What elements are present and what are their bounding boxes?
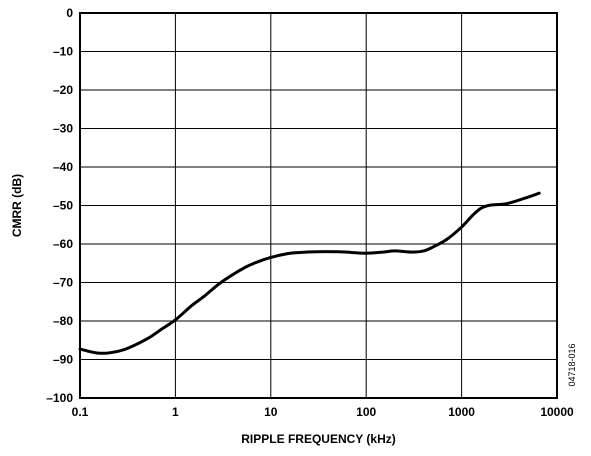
y-tick-label: –80 [53, 314, 73, 328]
x-tick-label: 0.1 [72, 405, 89, 419]
y-tick-label: –50 [53, 199, 73, 213]
x-axis-label: RIPPLE FREQUENCY (kHz) [241, 432, 395, 446]
series-layer [78, 191, 541, 355]
y-tick-label: –60 [53, 237, 73, 251]
x-tick-labels: 0.1 1 10 100 1000 10000 [72, 405, 574, 419]
y-tick-label: –20 [53, 83, 73, 97]
y-tick-labels: 0 –10 –20 –30 –40 –50 –60 –70 –80 –90 –100 [46, 6, 73, 405]
y-tick-label: 0 [66, 6, 73, 20]
y-tick-label: –10 [53, 45, 73, 59]
x-tick-label: 10 [264, 405, 278, 419]
cmrr-curve [78, 191, 541, 355]
plot-frame [79, 12, 558, 399]
y-tick-label: –100 [46, 391, 73, 405]
figure-id-label: 04718-016 [567, 343, 577, 386]
y-axis-label: CMRR (dB) [10, 174, 24, 237]
y-tick-label: –30 [53, 122, 73, 136]
x-tick-label: 100 [356, 405, 376, 419]
grid-lines [80, 13, 557, 398]
y-tick-label: –70 [53, 276, 73, 290]
x-tick-label: 1 [172, 405, 179, 419]
y-tick-label: –90 [53, 353, 73, 367]
x-tick-label: 10000 [540, 405, 574, 419]
y-tick-label: –40 [53, 160, 73, 174]
x-tick-label: 1000 [448, 405, 475, 419]
